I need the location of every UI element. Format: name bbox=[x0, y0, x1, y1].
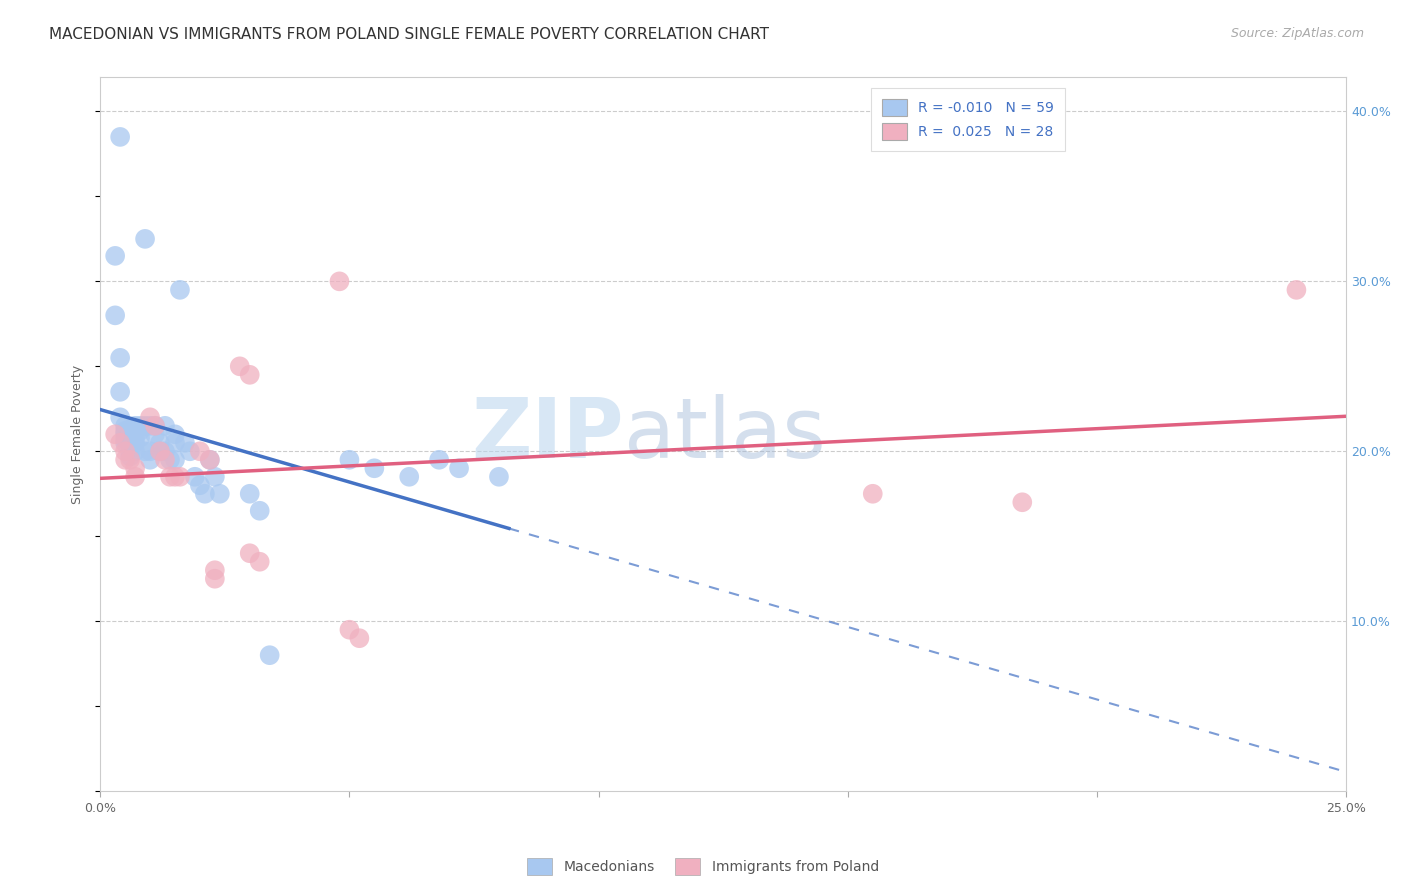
Point bbox=[120, 452, 142, 467]
Point bbox=[139, 444, 162, 458]
Point bbox=[114, 418, 136, 433]
Point bbox=[198, 452, 221, 467]
Point bbox=[239, 546, 262, 560]
Point bbox=[159, 470, 181, 484]
Point bbox=[143, 427, 166, 442]
Point bbox=[114, 452, 136, 467]
Point bbox=[488, 470, 510, 484]
Point bbox=[124, 418, 146, 433]
Point bbox=[139, 452, 162, 467]
Point bbox=[427, 452, 450, 467]
Point bbox=[208, 487, 231, 501]
Point bbox=[129, 418, 152, 433]
Point bbox=[169, 470, 191, 484]
Point bbox=[229, 359, 252, 374]
Point bbox=[108, 435, 131, 450]
Point bbox=[104, 427, 127, 442]
Point bbox=[114, 424, 136, 438]
Point bbox=[108, 129, 131, 144]
Point bbox=[179, 444, 201, 458]
Point bbox=[184, 470, 207, 484]
Point bbox=[198, 452, 221, 467]
Point bbox=[174, 435, 197, 450]
Legend: Macedonians, Immigrants from Poland: Macedonians, Immigrants from Poland bbox=[522, 853, 884, 880]
Point bbox=[114, 427, 136, 442]
Point bbox=[862, 487, 884, 501]
Point bbox=[149, 435, 172, 450]
Point bbox=[339, 623, 361, 637]
Point bbox=[349, 631, 371, 645]
Point bbox=[104, 309, 127, 323]
Point bbox=[249, 504, 271, 518]
Point bbox=[149, 444, 172, 458]
Y-axis label: Single Female Poverty: Single Female Poverty bbox=[72, 365, 84, 504]
Point bbox=[120, 422, 142, 436]
Point bbox=[1285, 283, 1308, 297]
Point bbox=[163, 452, 186, 467]
Point bbox=[129, 424, 152, 438]
Point bbox=[153, 452, 176, 467]
Point bbox=[120, 427, 142, 442]
Point bbox=[239, 487, 262, 501]
Point bbox=[143, 418, 166, 433]
Text: Source: ZipAtlas.com: Source: ZipAtlas.com bbox=[1230, 27, 1364, 40]
Point bbox=[188, 478, 211, 492]
Point bbox=[134, 232, 156, 246]
Point bbox=[449, 461, 471, 475]
Point bbox=[153, 444, 176, 458]
Point bbox=[120, 431, 142, 445]
Point bbox=[114, 435, 136, 450]
Point bbox=[239, 368, 262, 382]
Point bbox=[194, 487, 217, 501]
Point bbox=[139, 410, 162, 425]
Point bbox=[134, 444, 156, 458]
Point bbox=[169, 283, 191, 297]
Point bbox=[120, 450, 142, 464]
Point bbox=[259, 648, 281, 663]
Text: MACEDONIAN VS IMMIGRANTS FROM POLAND SINGLE FEMALE POVERTY CORRELATION CHART: MACEDONIAN VS IMMIGRANTS FROM POLAND SIN… bbox=[49, 27, 769, 42]
Point bbox=[188, 444, 211, 458]
Point bbox=[149, 444, 172, 458]
Point bbox=[163, 427, 186, 442]
Point bbox=[163, 435, 186, 450]
Point bbox=[159, 452, 181, 467]
Point bbox=[398, 470, 420, 484]
Legend: R = -0.010   N = 59, R =  0.025   N = 28: R = -0.010 N = 59, R = 0.025 N = 28 bbox=[870, 88, 1066, 151]
Text: ZIP: ZIP bbox=[471, 393, 623, 475]
Point bbox=[104, 249, 127, 263]
Point bbox=[114, 444, 136, 458]
Point bbox=[108, 410, 131, 425]
Point bbox=[163, 470, 186, 484]
Point bbox=[124, 435, 146, 450]
Point bbox=[143, 418, 166, 433]
Point bbox=[363, 461, 385, 475]
Point bbox=[108, 384, 131, 399]
Text: atlas: atlas bbox=[623, 393, 825, 475]
Point bbox=[1011, 495, 1033, 509]
Point bbox=[124, 424, 146, 438]
Point bbox=[120, 444, 142, 458]
Point bbox=[134, 418, 156, 433]
Point bbox=[139, 418, 162, 433]
Point bbox=[129, 431, 152, 445]
Point bbox=[114, 433, 136, 447]
Point bbox=[204, 572, 226, 586]
Point bbox=[153, 418, 176, 433]
Point bbox=[204, 470, 226, 484]
Point bbox=[120, 435, 142, 450]
Point bbox=[124, 444, 146, 458]
Point bbox=[328, 274, 350, 288]
Point bbox=[124, 461, 146, 475]
Point bbox=[339, 452, 361, 467]
Point bbox=[249, 555, 271, 569]
Point bbox=[204, 563, 226, 577]
Point bbox=[108, 351, 131, 365]
Point bbox=[124, 431, 146, 445]
Point bbox=[124, 470, 146, 484]
